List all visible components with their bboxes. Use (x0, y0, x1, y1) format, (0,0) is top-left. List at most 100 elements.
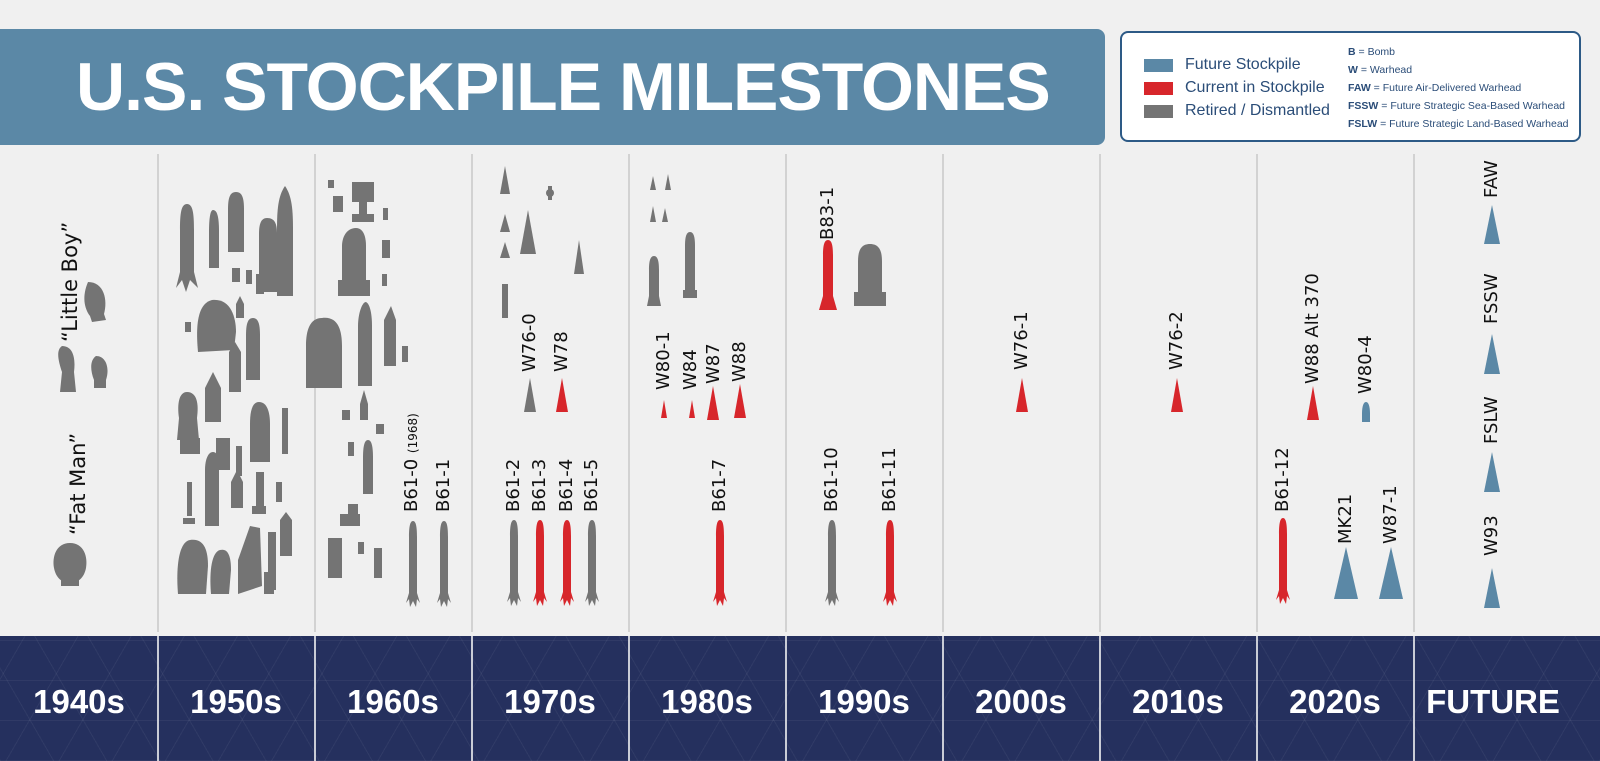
title-banner: U.S. STOCKPILE MILESTONES (0, 29, 1105, 145)
weapon-shape (256, 472, 264, 508)
decade-2000s: 2000s (975, 683, 1067, 720)
weapon-shape (276, 482, 282, 502)
weapon-shape (500, 214, 510, 232)
weapon-shape (376, 424, 384, 434)
weapon-shape (268, 532, 276, 590)
label-w93: W93 (1481, 515, 1502, 556)
decade-separator (628, 636, 630, 761)
weapon-shape (374, 548, 382, 578)
weapon-shape (650, 176, 656, 190)
fssw-shape (1484, 334, 1500, 374)
b61-4-shape (560, 520, 574, 606)
label-w84: W84 (680, 349, 701, 390)
legend-item-future: Future Stockpile (1144, 56, 1301, 73)
legend-item-retired: Retired / Dismantled (1144, 102, 1330, 119)
weapon-shape (548, 186, 552, 200)
weapon-shape (854, 292, 886, 306)
legend-swatch-current (1144, 81, 1173, 95)
weapon-shape (338, 280, 370, 296)
label-b61-7: B61-7 (709, 458, 730, 512)
weapon-shape (246, 318, 260, 380)
little-boy-shape (84, 282, 106, 322)
weapon-shape (238, 526, 262, 594)
weapon-shape (382, 274, 387, 286)
w87-shape (707, 386, 719, 420)
legend-item-current: Current in Stockpile (1144, 79, 1325, 96)
weapon-shape (252, 506, 266, 514)
weapon-shape (177, 392, 199, 440)
label-little-boy: “Little Boy” (58, 221, 82, 342)
divider (1099, 154, 1101, 632)
label-mk21: MK21 (1335, 493, 1356, 544)
weapon-shape (348, 504, 358, 514)
weapon-shape (352, 182, 374, 202)
decade-1960s: 1960s (347, 683, 439, 720)
label-b61-2: B61-2 (503, 458, 524, 512)
decade-separator (942, 636, 944, 761)
label-b61-3: B61-3 (529, 458, 550, 512)
b61-11-shape (883, 520, 897, 606)
fslw-shape (1484, 452, 1500, 492)
b61-10-shape (825, 520, 839, 606)
b61-3-shape (533, 520, 547, 606)
legend-label-current: Current in Stockpile (1185, 79, 1325, 96)
weapon-shape (858, 244, 882, 296)
b61-12-shape (1276, 518, 1290, 604)
weapon-shape (358, 302, 372, 386)
weapon-shape (328, 180, 334, 188)
divider (785, 154, 787, 632)
label-w87-1: W87-1 (1380, 485, 1401, 544)
weapon-shape (210, 549, 231, 594)
era-2020s-weapons (1276, 386, 1403, 604)
weapon-shape (58, 346, 76, 392)
label-b61-11: B61-11 (879, 447, 900, 512)
label-w87: W87 (703, 343, 724, 384)
weapon-silhouettes (53, 166, 1500, 608)
weapon-shape (183, 518, 195, 524)
label-w76-0: W76-0 (519, 313, 540, 372)
weapon-shape (205, 452, 219, 526)
weapon-shape (176, 204, 198, 292)
divider (1256, 154, 1258, 632)
weapon-shape (574, 240, 584, 274)
divider (942, 154, 944, 632)
weapon-shape (231, 470, 243, 508)
b61-2-shape (507, 520, 521, 606)
decade-separator (471, 636, 473, 761)
label-b83-1: B83-1 (817, 186, 838, 240)
weapon-shape (216, 438, 230, 470)
abbr-bomb: B = Bomb (1348, 46, 1395, 58)
weapon-shape (502, 284, 508, 318)
weapon-shape (359, 200, 367, 216)
weapon-shape (185, 322, 191, 332)
era-1960s-weapons (306, 180, 451, 607)
divider (314, 154, 316, 632)
weapon-shape (187, 482, 192, 516)
weapon-shape (277, 186, 293, 296)
era-future-weapons (1484, 205, 1500, 608)
weapon-shape (259, 218, 277, 292)
abbr-fslw: FSLW = Future Strategic Land-Based Warhe… (1348, 118, 1569, 130)
faw-shape (1484, 205, 1500, 244)
w76-0-shape (524, 378, 536, 412)
weapon-shape (232, 268, 240, 282)
divider (1413, 154, 1415, 632)
label-fat-man: “Fat Man” (66, 432, 90, 535)
legend: Future Stockpile Current in Stockpile Re… (1120, 31, 1581, 142)
weapon-shape (246, 270, 252, 284)
weapon-shape (333, 196, 343, 212)
weapon-shape (197, 299, 236, 352)
label-w78: W78 (551, 331, 572, 372)
weapon-shape (650, 206, 656, 222)
weapon-shape (360, 390, 368, 420)
decade-1950s: 1950s (190, 683, 282, 720)
label-b61-0: B61-0 (1968) (401, 413, 422, 512)
weapon-shape (647, 256, 661, 306)
label-b61-4: B61-4 (556, 458, 577, 512)
label-w80-1: W80-1 (653, 331, 674, 390)
decade-separator (157, 636, 159, 761)
label-faw: FAW (1481, 160, 1502, 198)
weapon-shape (662, 208, 668, 222)
weapon-shape (280, 512, 292, 556)
divider (157, 154, 159, 632)
